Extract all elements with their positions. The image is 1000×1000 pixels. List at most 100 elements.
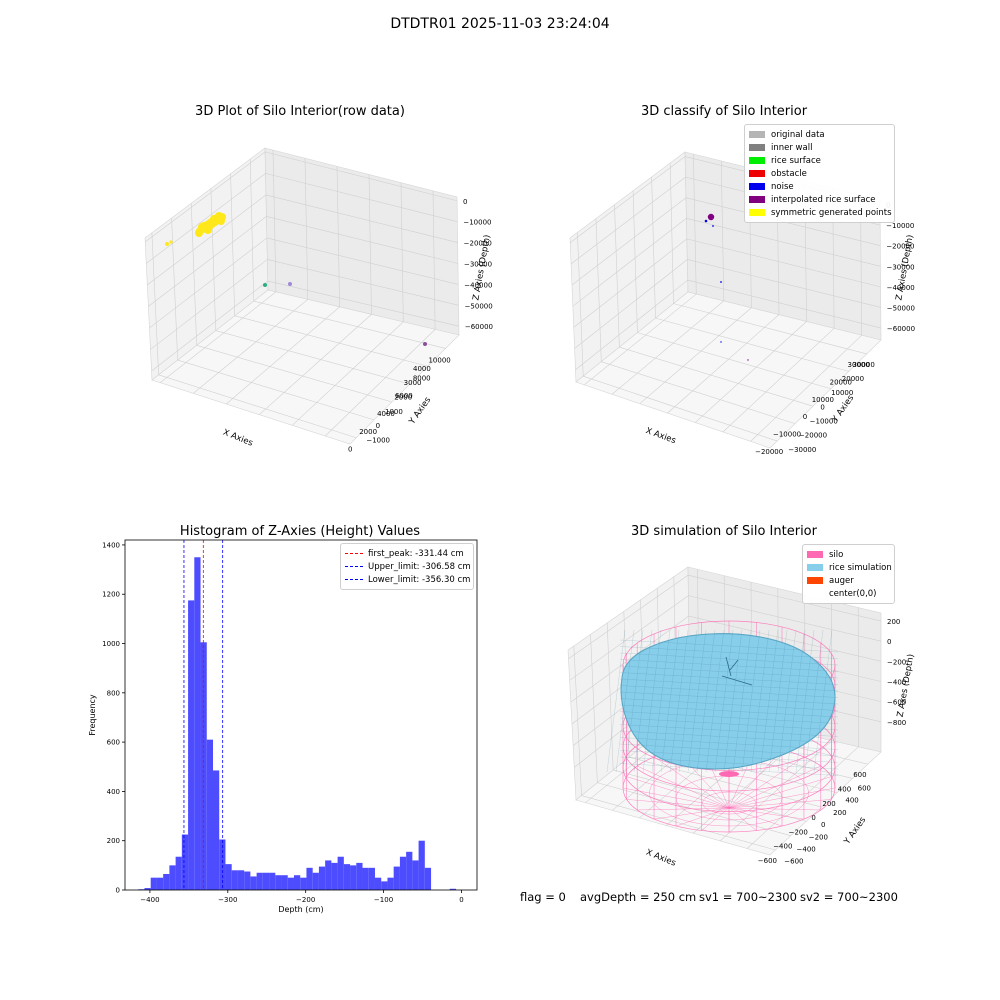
subplot4-ylabel: Y Axies xyxy=(842,815,869,847)
histogram-bar xyxy=(275,875,282,890)
histogram-legend-label: Lower_limit: -356.30 cm xyxy=(368,574,471,585)
histogram-legend-line xyxy=(345,553,363,554)
histogram-bar xyxy=(244,871,251,890)
subplot1-point xyxy=(263,283,267,287)
subplot4-3d-plot: −600−400−2000200400600−600−400−200020040… xyxy=(567,566,917,869)
histogram-bar xyxy=(449,888,456,890)
subplot1-y-tick: 0 xyxy=(376,422,380,430)
subplot2-legend-item: noise xyxy=(749,180,890,193)
subplot2-legend-label: interpolated rice surface xyxy=(771,194,876,205)
histogram-bar xyxy=(163,873,170,890)
histogram-legend-item: first_peak: -331.44 cm xyxy=(345,547,469,560)
histogram-bar xyxy=(262,872,270,890)
subplot1-y-tick: 4000 xyxy=(413,365,431,373)
subplot2-legend-label: rice surface xyxy=(771,155,821,166)
subplot2-legend-swatch xyxy=(749,144,765,151)
subplot4-legend-swatch xyxy=(807,590,823,597)
histogram-x-tick: −400 xyxy=(140,896,159,904)
subplot2-floor-pane xyxy=(575,291,882,449)
histogram-bar xyxy=(318,866,326,890)
subplot1-z-tick: −10000 xyxy=(463,219,491,227)
subplot2-xlabel: X Axies xyxy=(644,426,677,446)
subplot4-legend-label: silo xyxy=(829,549,844,560)
subplot4-legend-swatch xyxy=(807,551,823,558)
histogram-bar xyxy=(300,877,307,890)
subplot4-legend-item: silo xyxy=(807,548,890,561)
figure-title: DTDTR01 2025-11-03 23:24:04 xyxy=(390,16,610,32)
histogram-legend-label: first_peak: -331.44 cm xyxy=(368,548,464,559)
histogram-bar xyxy=(156,877,164,890)
subplot4-y-tick: 400 xyxy=(845,797,858,805)
subplot4-x-tick: 0 xyxy=(811,814,815,822)
subplot1-point xyxy=(195,229,203,237)
subplot2-legend-label: original data xyxy=(771,129,825,140)
histogram-y-tick: 1200 xyxy=(102,591,120,599)
histogram-frame xyxy=(124,539,478,891)
subplot2-point xyxy=(707,213,715,221)
subplot1-y-tick: 3000 xyxy=(404,379,422,387)
subplot4-y-tick: −400 xyxy=(797,846,816,854)
subplot2-x-tick: −20000 xyxy=(755,448,783,456)
histogram-bar xyxy=(269,872,276,890)
subplot1-point xyxy=(288,282,292,286)
subplot2-y-tick: −20000 xyxy=(799,432,827,440)
histogram-chart: −400 −300 −200 −100 0 0 200 400 600 800 1000 1200 14… xyxy=(88,539,478,914)
histogram-bar xyxy=(175,856,182,890)
subplot2-legend-item: original data xyxy=(749,128,890,141)
subplot1-x-tick: 2000 xyxy=(359,428,377,436)
subplot2-x-tick: 0 xyxy=(803,413,807,421)
subplot1-x-tick: 10000 xyxy=(428,356,450,364)
subplot4-y-tick: 200 xyxy=(833,809,846,817)
subplot2-legend: original data inner wall rice surface obsta… xyxy=(744,124,895,223)
histogram-bar xyxy=(387,877,394,890)
subplot2-z-tick: −10000 xyxy=(886,222,914,230)
histogram-bar xyxy=(287,877,294,890)
footer-sv2: sv2 = 700~2300 xyxy=(800,890,898,904)
subplot1-y-tick: 2000 xyxy=(394,393,412,401)
subplot4-x-tick: −400 xyxy=(773,843,792,851)
subplot2-y-tick: 20000 xyxy=(842,375,864,383)
subplot4-legend-label: rice simulation xyxy=(829,562,892,573)
subplot4-x-tick: 400 xyxy=(838,785,851,793)
subplot2-legend-label: obstacle xyxy=(771,168,807,179)
subplot4-legend-item: center(0,0) xyxy=(807,587,890,600)
subplot2-y-tick: −10000 xyxy=(810,417,838,425)
subplot1-z-tick: 0 xyxy=(463,198,467,206)
rice-simulation-outline xyxy=(620,633,836,770)
subplot4-xlabel: X Axies xyxy=(644,848,677,869)
subplot1-point xyxy=(198,223,206,231)
subplot1-y-tick: −1000 xyxy=(366,436,390,444)
subplot1-point xyxy=(423,342,427,346)
histogram-bar xyxy=(231,870,238,890)
subplot2-legend-item: rice surface xyxy=(749,154,890,167)
subplot2-title: 3D classify of Silo Interior xyxy=(640,104,808,119)
histogram-bar xyxy=(393,866,400,890)
subplot1-y-tick: 1000 xyxy=(385,408,403,416)
subplot1-z-tick: −20000 xyxy=(464,240,492,248)
histogram-legend-label: Upper_limit: -306.58 cm xyxy=(368,561,471,572)
subplot2-legend-item: obstacle xyxy=(749,167,890,180)
subplot2-legend-swatch xyxy=(749,183,765,190)
histogram-bar xyxy=(150,877,157,890)
subplot1-title: 3D Plot of Silo Interior(row data) xyxy=(195,104,405,119)
subplot1-point xyxy=(165,242,169,246)
subplot4-y-tick: −200 xyxy=(809,833,828,841)
histogram-legend-line xyxy=(345,579,363,580)
histogram-bar xyxy=(256,872,263,890)
center-axis xyxy=(729,659,739,671)
subplot4-y-tick: −600 xyxy=(784,858,803,866)
subplot2-legend-label: inner wall xyxy=(771,142,813,153)
subplot4-y-tick: 600 xyxy=(858,784,871,792)
histogram-bar xyxy=(281,875,288,890)
subplot4-z-tick: −600 xyxy=(887,699,906,707)
histogram-bar xyxy=(144,888,151,890)
histogram-bar xyxy=(188,600,195,890)
subplot2-legend-swatch xyxy=(749,209,765,216)
histogram-bar xyxy=(362,867,369,890)
histogram-bar xyxy=(424,867,432,890)
subplot4-title: 3D simulation of Silo Interior xyxy=(631,524,817,539)
subplot1-x-tick: 8000 xyxy=(413,374,431,382)
subplot4-legend-swatch xyxy=(807,577,823,584)
subplot2-x-tick: 10000 xyxy=(812,396,834,404)
histogram-x-tick: −300 xyxy=(218,896,237,904)
